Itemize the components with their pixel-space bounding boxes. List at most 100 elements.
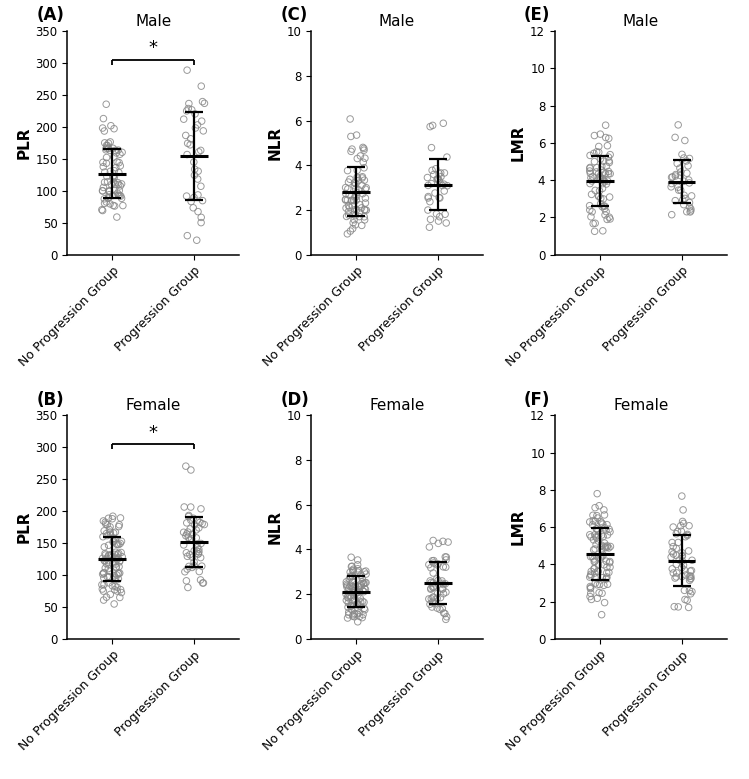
Text: (E): (E) [524,6,551,24]
Point [184,534,195,546]
Point [109,546,121,559]
Point [427,567,439,580]
Point [97,122,109,134]
Point [598,559,610,571]
Point [357,612,369,624]
Point [354,199,366,211]
Point [592,552,604,564]
Point [431,602,443,615]
Point [601,160,613,172]
Point [100,518,112,530]
Point [602,167,614,180]
Point [182,526,194,538]
Point [679,564,691,576]
Point [98,554,110,566]
Point [598,200,610,213]
Point [112,187,124,199]
Point [685,564,697,576]
Point [348,611,360,623]
Point [584,590,596,603]
Point [197,125,209,137]
Point [678,199,690,211]
Point [437,602,449,615]
Point [596,572,608,584]
Point [434,591,446,604]
Point [590,530,602,543]
Point [100,591,112,604]
Point [98,541,110,553]
Point [106,552,118,564]
Point [674,162,686,174]
Point [181,230,193,242]
Point [599,167,611,180]
Point [600,132,612,144]
Point [97,204,109,217]
Point [345,600,357,612]
Point [425,142,437,154]
Point [107,142,119,154]
Point [350,178,362,190]
Point [586,174,598,187]
Point [100,516,112,528]
Point [342,592,354,605]
Point [423,221,435,234]
Point [343,582,355,594]
Point [348,608,360,621]
Point [358,602,370,615]
Point [440,554,452,566]
Point [103,562,115,575]
Point [685,572,697,584]
Point [342,194,354,206]
Point [98,572,110,584]
Point [596,539,608,552]
Point [190,523,202,536]
Point [672,181,684,193]
Point [192,206,204,218]
Point [432,538,444,550]
Point [104,165,116,178]
Point [427,595,439,608]
Point [600,555,612,567]
Point [587,514,599,527]
Point [195,552,207,564]
Point [667,541,679,553]
Point [585,581,597,594]
Point [589,502,601,514]
Point [352,172,364,185]
Point [681,206,693,218]
Point [600,573,612,585]
Point [354,150,366,162]
Point [437,578,449,590]
Point [344,201,356,213]
Point [97,567,109,580]
Point [585,587,597,600]
Point [187,528,198,541]
Point [99,197,111,210]
Point [438,167,450,179]
Point [183,509,195,522]
Point [425,213,437,226]
Point [360,192,372,204]
Point [112,178,124,191]
Point [440,577,452,590]
Point [431,592,443,605]
Point [103,143,115,155]
Point [679,192,691,205]
Point [99,166,111,178]
Point [182,137,194,150]
Point [591,488,603,500]
Y-axis label: NLR: NLR [267,510,282,545]
Point [354,210,366,223]
Point [103,523,115,536]
Point [438,178,450,190]
Point [603,132,615,145]
Point [595,540,607,552]
Point [429,187,441,199]
Point [187,202,199,214]
Point [348,213,360,226]
Point [107,171,119,183]
Point [97,530,109,543]
Point [192,173,204,185]
Point [342,591,354,604]
Point [345,579,357,591]
